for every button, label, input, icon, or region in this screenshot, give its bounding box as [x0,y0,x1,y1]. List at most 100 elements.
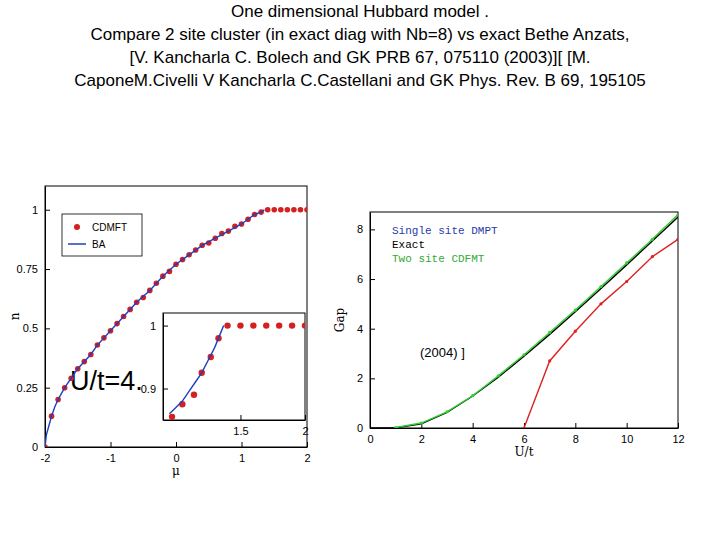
tick-mark [370,279,375,280]
tick-mark [45,388,50,389]
marker [250,322,256,328]
marker [394,426,397,428]
inset-background [163,313,305,420]
tick-label: 1.5 [233,425,248,437]
legend-symbol [68,243,86,245]
marker [191,392,197,398]
slide-title: CaponeM.Civelli V Kancharla C.Castellani… [74,71,645,90]
slide-title: Compare 2 site cluster (in exact diag wi… [90,25,629,44]
tick: 8 [357,223,375,235]
marker [278,207,284,213]
tick-label: 2 [419,433,425,445]
tick-label: 1 [239,452,245,464]
tick-mark [627,423,628,428]
tick-mark [45,210,50,211]
tick-label: 0.9 [141,383,156,395]
marker [522,426,525,428]
marker [625,280,628,283]
marker [574,308,577,311]
marker [471,394,474,397]
marker [599,285,602,288]
slide-title-end: (2004) ] [420,345,465,360]
plot-frame [45,186,307,447]
tick-label: 0 [32,441,38,453]
tick-mark [370,329,375,330]
series-line [524,239,678,428]
tick-label: 2 [357,372,363,384]
marker [574,330,577,333]
series-line [169,326,223,414]
tick-label: 8 [573,433,579,445]
tick-label: 10 [621,433,633,445]
tick-label: 0.5 [23,322,38,334]
slide-note: U/t=4. [70,366,143,396]
tick-label: 4 [357,323,363,335]
tick: 1.5 [233,415,248,437]
tick-mark [242,442,243,447]
legend: Single site DMPTExactTwo site CDFMT [392,225,498,265]
tick-label: 1 [32,204,38,216]
tick-mark [163,326,168,327]
tick: 4 [357,323,375,335]
marker [651,255,654,258]
legend-label: Single site DMPT [392,225,498,237]
legend-label: CDMFT [92,222,127,233]
tick-mark [45,269,50,270]
tick: 8 [573,423,579,445]
tick: 10 [621,423,633,445]
tick-mark [473,423,474,428]
x-axis: 024681012 [367,423,684,445]
slide: One dimensional Hubbard model .Compare 2… [0,0,720,540]
marker [304,207,307,213]
slide-title: [V. Kancharla C. Bolech and GK PRB 67, 0… [129,48,590,67]
marker [289,322,295,328]
marker [445,410,448,413]
legend-label: BA [92,239,106,250]
tick-label: 0.25 [17,382,38,394]
tick-label: 8 [357,223,363,235]
marks [169,322,305,420]
tick-label: 1 [150,320,156,332]
tick-mark [45,328,50,329]
tick: 0.9 [141,383,168,395]
marker [298,207,304,213]
tick: -1 [106,442,116,464]
tick-mark [370,229,375,230]
marker [263,322,269,328]
plot-frame [370,212,678,428]
marker [420,421,423,424]
marker [497,374,500,377]
series-line [396,214,678,427]
tick-mark [176,442,177,447]
x-axis-title: μ [172,464,180,478]
tick-mark [111,442,112,447]
tick-label: 0 [367,433,373,445]
y-axis: 02468 [357,213,375,435]
chart: 02468101202468U/tGapSingle site DMPTExac… [333,212,685,459]
y-axis-title: Gap [333,307,347,332]
marker [265,207,271,213]
legend-label: Exact [392,239,425,251]
marker [224,322,230,328]
legend-box [62,214,142,256]
y-axis-title: n [8,312,22,320]
tick: 0 [173,442,179,464]
marker [302,322,305,328]
marker [548,331,551,334]
tick: 1 [239,442,245,464]
x-axis: 1.52 [164,415,309,437]
tick-mark [240,415,241,420]
marker [522,353,525,356]
tick: 0.5 [23,322,50,334]
tick-label: 0.75 [17,263,38,275]
marker [599,302,602,305]
chart: -2-101200.250.50.751μnCDMFTBA [8,186,311,478]
marker [237,322,243,328]
tick: 2 [357,372,375,384]
tick-label: -2 [41,452,51,464]
marker [276,322,282,328]
tick-mark [575,423,576,428]
chart: 1.52 0.9 1 [141,313,309,437]
marker [285,207,291,213]
tick-mark [163,389,168,390]
